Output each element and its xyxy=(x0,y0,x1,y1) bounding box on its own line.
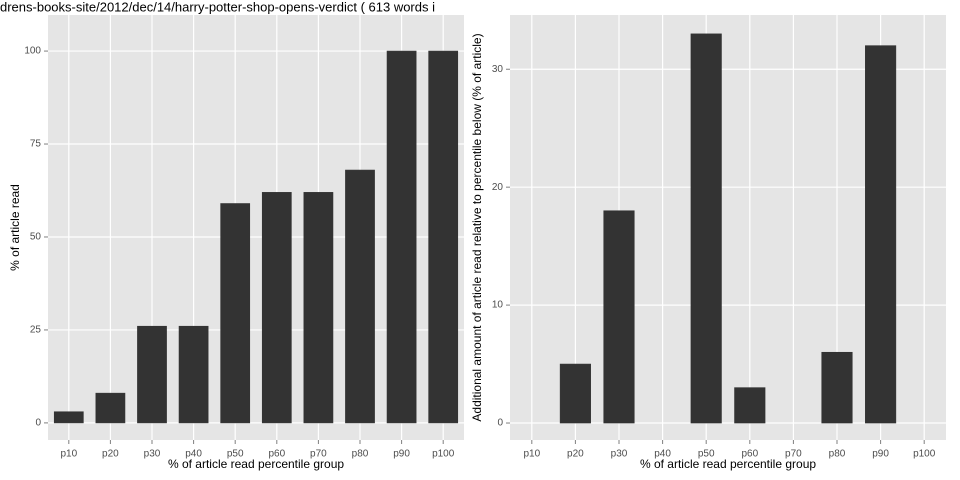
x-tick-label: p70 xyxy=(785,449,802,460)
bar xyxy=(865,45,897,424)
bar xyxy=(386,50,417,424)
y-axis-title: % of article read xyxy=(8,184,22,271)
bar xyxy=(734,387,766,424)
x-tick-label: p40 xyxy=(654,449,671,460)
x-tick-label: p90 xyxy=(393,449,410,460)
x-tick-label: p20 xyxy=(102,449,119,460)
y-tick-label: 30 xyxy=(492,64,504,75)
x-tick-label: p40 xyxy=(185,449,202,460)
x-tick-label: p10 xyxy=(60,449,77,460)
y-tick-label: 0 xyxy=(497,418,503,429)
bar xyxy=(603,210,635,424)
x-tick-label: p50 xyxy=(698,449,715,460)
bar xyxy=(345,169,375,424)
x-tick-label: p100 xyxy=(432,449,455,460)
bar xyxy=(428,50,459,424)
x-tick-label: p30 xyxy=(611,449,628,460)
x-tick-label: p100 xyxy=(913,449,936,460)
bar xyxy=(261,192,292,424)
y-tick-label: 100 xyxy=(24,46,41,57)
bar xyxy=(95,392,126,424)
bar xyxy=(137,325,167,424)
x-tick-label: p30 xyxy=(144,449,161,460)
bar xyxy=(220,203,251,424)
x-tick-label: p10 xyxy=(523,449,540,460)
x-tick-label: p50 xyxy=(227,449,244,460)
bar xyxy=(178,325,209,424)
x-tick-label: p80 xyxy=(352,449,369,460)
bar xyxy=(53,411,84,424)
y-tick-label: 75 xyxy=(30,139,42,150)
bar xyxy=(303,192,334,424)
x-tick-label: p90 xyxy=(872,449,889,460)
y-axis-title: Additional amount of article read relati… xyxy=(470,33,484,421)
y-tick-label: 0 xyxy=(35,418,41,429)
chart-title: drens-books-site/2012/dec/14/harry-potte… xyxy=(0,0,435,14)
bar xyxy=(821,351,853,424)
x-tick-label: p80 xyxy=(829,449,846,460)
bar xyxy=(559,363,591,424)
bar xyxy=(690,33,722,424)
x-axis-title: % of article read percentile group xyxy=(168,457,344,471)
x-tick-label: p20 xyxy=(567,449,584,460)
x-tick-label: p60 xyxy=(741,449,758,460)
x-tick-label: p70 xyxy=(310,449,327,460)
x-axis-title: % of article read percentile group xyxy=(640,457,816,471)
y-tick-label: 25 xyxy=(30,325,42,336)
y-tick-label: 50 xyxy=(30,232,42,243)
x-tick-label: p60 xyxy=(268,449,285,460)
y-tick-label: 10 xyxy=(492,300,504,311)
y-tick-label: 20 xyxy=(492,182,504,193)
